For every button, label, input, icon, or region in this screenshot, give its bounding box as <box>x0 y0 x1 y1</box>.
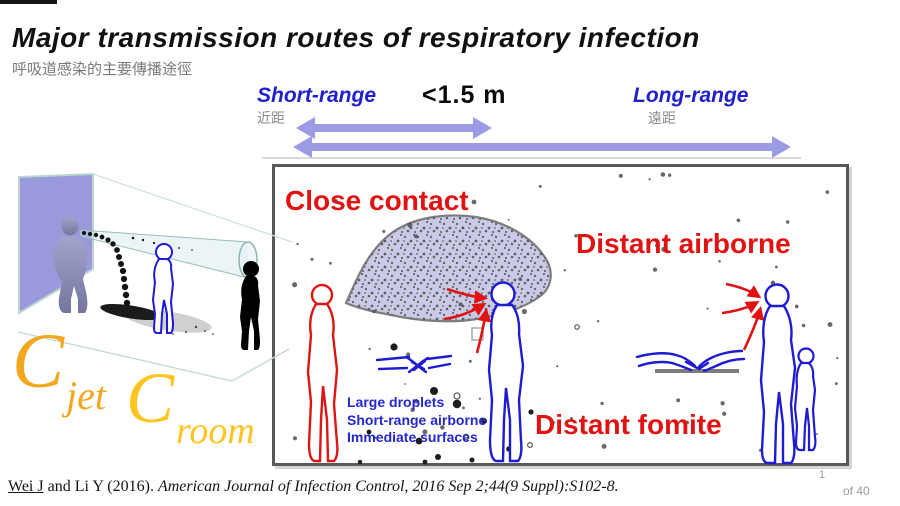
mechanism-short-range-airborne: Short-range airborne <box>347 411 487 428</box>
fomite-touch-icon <box>635 349 746 373</box>
mechanism-large-droplets: Large droplets <box>347 394 445 410</box>
floor-edge <box>17 331 290 382</box>
mechanism-immediate-surfaces: Immediate surfaces <box>347 429 478 445</box>
close-exposure-arrows <box>443 287 491 354</box>
distant-exposure-arrows <box>721 282 765 351</box>
pocket-square <box>471 327 484 341</box>
close-recipient-figure <box>487 281 525 463</box>
distant-fomite-label: Distant fomite <box>535 409 722 440</box>
jet-room-scene <box>17 172 293 382</box>
box-graphics <box>292 172 839 465</box>
c-room-subscript: room <box>176 410 255 452</box>
citation-middle: and Li Y (2016). <box>43 478 158 495</box>
slide-subtitle-chinese: 呼吸道感染的主要傳播途徑 <box>12 61 193 78</box>
citation-author-underlined: Wei J <box>8 478 44 495</box>
c-jet-subscript: jet <box>66 373 107 418</box>
c-jet-symbol: Cjet <box>12 322 106 419</box>
scene-exposed-person-near <box>151 243 175 334</box>
c-room-base: C <box>126 358 175 438</box>
handshake-icon <box>375 354 453 374</box>
top-left-bar <box>0 0 57 4</box>
droplet-trajectory <box>82 231 193 307</box>
distant-recipient-child <box>793 347 817 452</box>
short-range-chinese: 近距 <box>257 110 285 126</box>
room-back-line <box>92 173 293 243</box>
citation-journal: American Journal of Infection Control, 2… <box>157 478 619 495</box>
long-range-arrow <box>293 136 791 158</box>
infector-figure <box>306 283 339 463</box>
short-range-arrow <box>296 117 492 139</box>
short-range-mechanisms-list: Large droplets Short-range airborne Imme… <box>347 394 486 447</box>
source-person-3d <box>53 216 88 313</box>
exhaled-plume <box>344 214 552 323</box>
c-jet-base: C <box>12 317 65 404</box>
distant-recipient-figure <box>759 283 797 465</box>
distance-threshold-label: <1.5 m <box>422 81 507 109</box>
page-number: 1 <box>819 469 826 481</box>
citation: Wei J and Li Y (2016). American Journal … <box>8 478 619 496</box>
long-range-chinese: 遠距 <box>648 110 676 126</box>
c-room-symbol: Croom <box>126 362 255 452</box>
distant-airborne-label: Distant airborne <box>576 228 791 259</box>
page-total: of 40 <box>843 484 870 498</box>
transmission-diagram-box <box>272 164 849 466</box>
slide-title: Major transmission routes of respiratory… <box>12 22 700 53</box>
long-range-label: Long-range <box>633 84 749 107</box>
short-range-label: Short-range <box>257 84 377 107</box>
close-contact-label: Close contact <box>285 185 469 216</box>
